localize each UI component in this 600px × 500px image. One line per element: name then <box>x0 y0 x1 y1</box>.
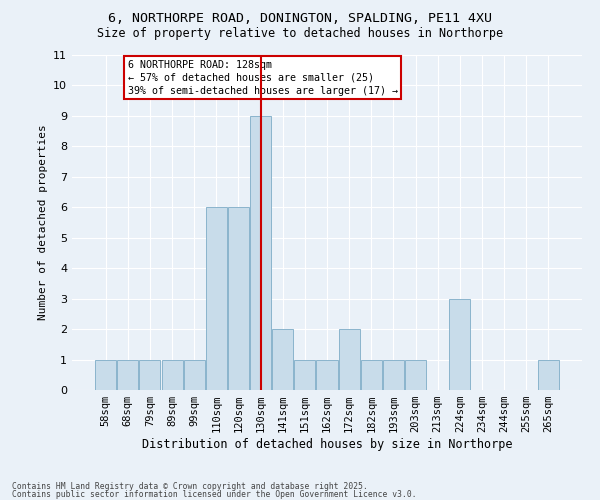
Text: 6 NORTHORPE ROAD: 128sqm
← 57% of detached houses are smaller (25)
39% of semi-d: 6 NORTHORPE ROAD: 128sqm ← 57% of detach… <box>128 60 398 96</box>
Bar <box>449 298 470 390</box>
Bar <box>383 360 404 390</box>
Y-axis label: Number of detached properties: Number of detached properties <box>38 124 47 320</box>
Bar <box>295 360 316 390</box>
Text: Contains HM Land Registry data © Crown copyright and database right 2025.: Contains HM Land Registry data © Crown c… <box>12 482 368 491</box>
Text: 6, NORTHORPE ROAD, DONINGTON, SPALDING, PE11 4XU: 6, NORTHORPE ROAD, DONINGTON, SPALDING, … <box>108 12 492 26</box>
Bar <box>272 329 293 390</box>
Bar <box>338 329 359 390</box>
Bar <box>250 116 271 390</box>
Bar <box>538 360 559 390</box>
Bar <box>206 208 227 390</box>
Bar <box>405 360 426 390</box>
X-axis label: Distribution of detached houses by size in Northorpe: Distribution of detached houses by size … <box>142 438 512 451</box>
Text: Contains public sector information licensed under the Open Government Licence v3: Contains public sector information licen… <box>12 490 416 499</box>
Bar <box>316 360 338 390</box>
Bar <box>228 208 249 390</box>
Bar <box>139 360 160 390</box>
Bar <box>161 360 182 390</box>
Bar <box>184 360 205 390</box>
Bar <box>118 360 139 390</box>
Bar <box>361 360 382 390</box>
Text: Size of property relative to detached houses in Northorpe: Size of property relative to detached ho… <box>97 28 503 40</box>
Bar <box>95 360 116 390</box>
